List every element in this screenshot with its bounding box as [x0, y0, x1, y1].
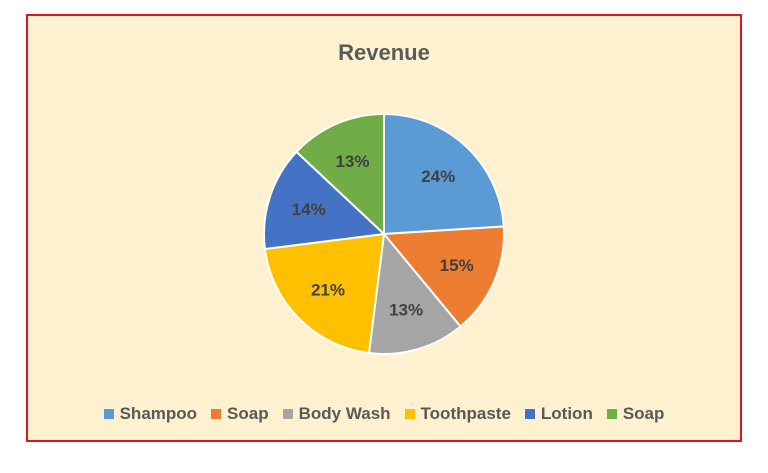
data-label: 21% — [311, 281, 345, 300]
pie-slice-soap-5 — [295, 112, 385, 237]
pie-slice-body-wash-2 — [367, 231, 462, 355]
legend-label: Soap — [622, 404, 665, 423]
legend-entry: Shampoo — [103, 404, 198, 424]
legend-swatch — [103, 409, 114, 419]
data-label: 13% — [336, 152, 370, 171]
legend-swatch — [211, 409, 222, 419]
pie-slices — [263, 112, 505, 355]
legend-label: Shampoo — [119, 404, 198, 423]
pie-slice-soap-1 — [381, 225, 505, 328]
legend-entry: Soap — [606, 404, 665, 424]
data-label: 15% — [440, 256, 474, 275]
legend-swatch — [282, 409, 293, 419]
pie-slice-lotion-4 — [263, 150, 387, 251]
chart-frame: Revenue 24% 15% 13% 21% 14% 13% Shampoo Soap Bo… — [26, 14, 742, 442]
data-label: 14% — [292, 200, 326, 219]
legend-label: Soap — [227, 404, 269, 423]
legend-label: Body Wash — [298, 404, 391, 423]
legend-entry: Body Wash — [282, 404, 391, 424]
pie-data-labels: 24% 15% 13% 21% 14% 13% — [292, 152, 474, 320]
data-label: 13% — [389, 301, 423, 320]
legend-entry: Toothpaste — [404, 404, 511, 424]
legend-entry: Soap — [211, 404, 269, 424]
legend-swatch — [524, 409, 535, 419]
chart-legend: Shampoo Soap Body Wash Toothpaste Lotion Soap — [28, 404, 740, 424]
legend-entry: Lotion — [524, 404, 593, 424]
pie-slice-shampoo-0 — [383, 112, 505, 236]
legend-swatch — [606, 409, 617, 419]
legend-swatch — [404, 409, 415, 419]
pie-slice-toothpaste-3 — [263, 232, 386, 355]
data-label: 24% — [421, 167, 455, 186]
pie-chart: 24% 15% 13% 21% 14% 13% — [263, 112, 505, 355]
legend-label: Lotion — [540, 404, 593, 423]
legend-label: Toothpaste — [420, 404, 511, 423]
chart-title: Revenue — [338, 40, 430, 65]
